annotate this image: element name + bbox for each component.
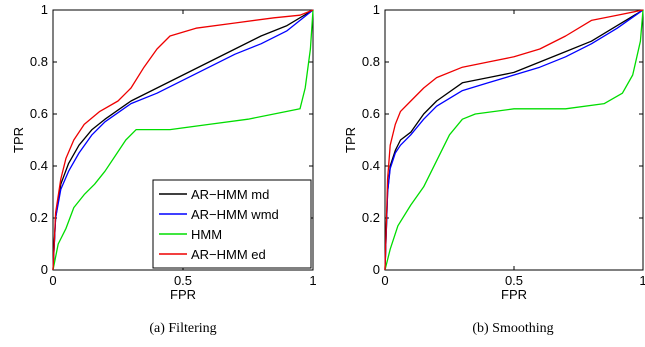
y-axis-label: TPR: [11, 127, 26, 153]
smoothing-panel: 0 0.5 1 0 0.2 0.4 0.6 0.8 1 FPR TPR (b) Smoothing: [343, 2, 645, 336]
series-line-ar-hmm-wmd: [384, 9, 644, 271]
series-line-ar-hmm-md: [52, 9, 314, 271]
x-tick-label: 0.5: [505, 273, 523, 288]
y-tick-label: 0.8: [362, 54, 380, 69]
y-tick-label: 0: [373, 262, 380, 277]
x-axis-label: FPR: [501, 287, 527, 302]
x-tick-label: 0: [49, 273, 56, 288]
y-tick-label: 0.6: [362, 106, 380, 121]
plot-frame: [384, 9, 644, 271]
figure-caption: (a) Filtering: [149, 321, 216, 336]
y-tick-label: 0: [41, 262, 48, 277]
y-tick-label: 0.4: [362, 158, 380, 173]
y-tick-label: 0.6: [30, 106, 48, 121]
y-tick-label: 0.2: [30, 210, 48, 225]
series-line-ar-hmm-ed: [52, 9, 314, 271]
series-line-ar-hmm-ed: [384, 9, 644, 271]
y-tick-label: 0.8: [30, 54, 48, 69]
y-tick-label: 1: [41, 2, 48, 17]
x-tick-label: 1: [309, 273, 316, 288]
y-tick-label: 0.2: [362, 210, 380, 225]
series-line-hmm: [52, 9, 314, 271]
legend-label: AR−HMM wmd: [191, 207, 279, 222]
series-line-hmm: [384, 9, 644, 271]
x-tick-label: 1: [639, 273, 645, 288]
series-line-ar-hmm-md: [384, 9, 644, 271]
filtering-panel: 0 0.5 1 0 0.2 0.4 0.6 0.8 1 FPR TPR AR−HMM md AR−HMM…: [11, 2, 317, 336]
x-axis-label: FPR: [170, 287, 196, 302]
y-axis-label: TPR: [343, 127, 358, 153]
series-line-ar-hmm-wmd: [52, 9, 314, 271]
legend-label: AR−HMM md: [191, 187, 269, 202]
legend-label: AR−HMM ed: [191, 247, 266, 262]
y-tick-label: 0.4: [30, 158, 48, 173]
x-tick-label: 0: [381, 273, 388, 288]
x-tick-label: 0.5: [174, 273, 192, 288]
y-tick-label: 1: [373, 2, 380, 17]
legend-label: HMM: [191, 227, 222, 242]
figure-caption: (b) Smoothing: [472, 321, 553, 336]
